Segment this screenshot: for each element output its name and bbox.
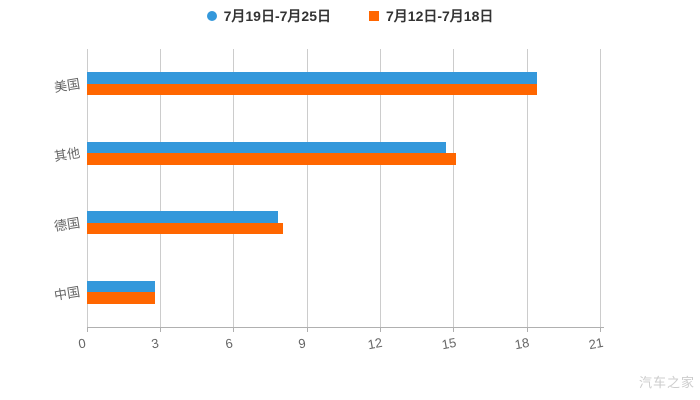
gridline-9 [306, 49, 308, 327]
y-category-label-2: 德国 [53, 214, 82, 234]
legend-label-0: 7月19日-7月25日 [223, 8, 331, 24]
x-axis-line [86, 327, 604, 328]
x-tick-label-3: 3 [150, 335, 161, 352]
legend: 7月19日-7月25日 7月12日-7月18日 [0, 5, 700, 27]
bar-series1-cat2 [87, 222, 283, 235]
legend-square-marker-icon [369, 11, 379, 21]
legend-circle-marker-icon [206, 11, 217, 21]
bar-series1-cat0 [87, 83, 537, 96]
bar-series0-cat3 [87, 280, 156, 293]
x-tick-label-21: 21 [587, 334, 604, 353]
gridline-21 [600, 49, 601, 327]
legend-item-0[interactable]: 7月19日-7月25日 [206, 6, 331, 26]
y-category-label-3: 中国 [53, 284, 82, 304]
bar-series0-cat2 [87, 211, 278, 223]
x-tick-0 [86, 327, 88, 332]
x-tick-label-6: 6 [223, 335, 234, 352]
x-tick-21 [600, 327, 601, 332]
legend-label-1: 7月12日-7月18日 [386, 8, 494, 24]
legend-item-1[interactable]: 7月12日-7月18日 [369, 6, 493, 26]
gridline-6 [233, 49, 235, 327]
gridline-15 [453, 49, 455, 327]
watermark: 汽车之家 [638, 375, 695, 390]
x-tick-12 [379, 327, 381, 332]
x-tick-label-15: 15 [440, 334, 458, 353]
bar-series0-cat0 [87, 72, 537, 84]
y-category-label-1: 其他 [53, 145, 82, 165]
gridline-12 [379, 49, 381, 327]
x-tick-15 [453, 327, 455, 332]
x-tick-label-12: 12 [366, 334, 384, 353]
gridline-3 [159, 49, 161, 327]
bar-series1-cat1 [87, 153, 457, 165]
bar-series1-cat3 [87, 292, 156, 304]
x-tick-label-0: 0 [77, 335, 87, 352]
bar-series0-cat1 [87, 141, 447, 154]
gridline-0 [86, 49, 88, 327]
x-tick-18 [526, 327, 528, 332]
gridline-18 [526, 49, 528, 327]
x-tick-6 [233, 327, 235, 332]
x-tick-9 [306, 327, 308, 332]
x-tick-label-9: 9 [297, 335, 307, 352]
y-category-label-0: 美国 [53, 75, 82, 95]
x-tick-label-18: 18 [513, 334, 531, 353]
x-tick-3 [159, 327, 161, 332]
